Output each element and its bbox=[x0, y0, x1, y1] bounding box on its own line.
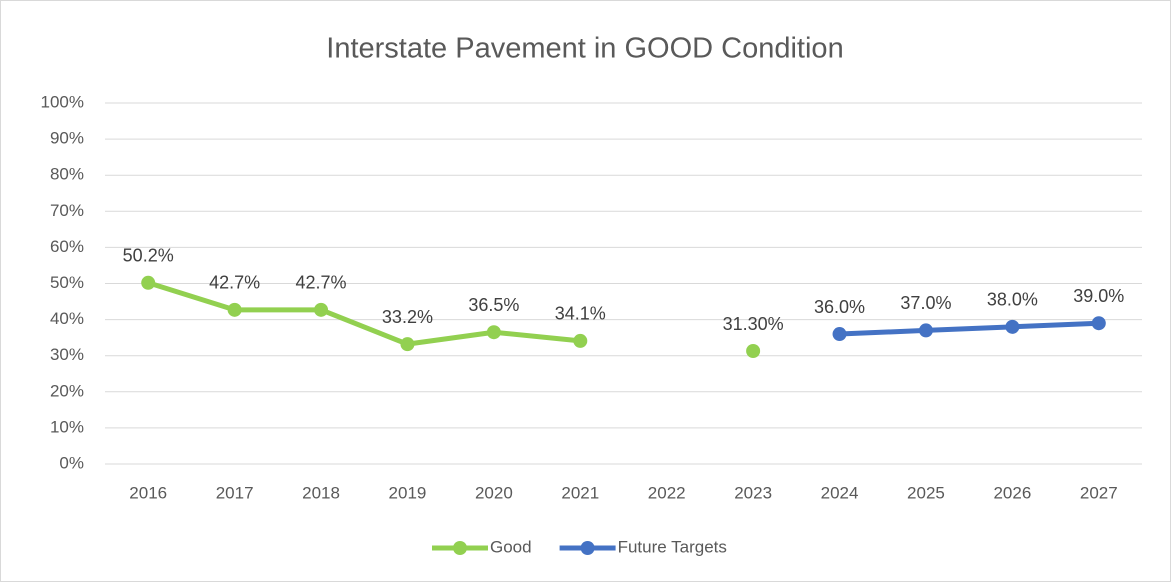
x-tick-label: 2016 bbox=[129, 483, 167, 502]
data-point bbox=[227, 302, 242, 317]
y-tick-label: 20% bbox=[50, 381, 84, 400]
y-tick-label: 40% bbox=[50, 309, 84, 328]
data-label: 42.7% bbox=[209, 273, 260, 293]
data-label: 42.7% bbox=[296, 273, 347, 293]
y-tick-label: 30% bbox=[50, 345, 84, 364]
legend-marker bbox=[580, 541, 595, 555]
x-tick-label: 2026 bbox=[993, 483, 1031, 502]
y-tick-label: 90% bbox=[50, 129, 84, 148]
x-tick-label: 2023 bbox=[734, 483, 772, 502]
y-tick-label: 10% bbox=[50, 417, 84, 436]
legend-label: Good bbox=[490, 537, 532, 556]
data-label: 37.0% bbox=[900, 293, 951, 313]
data-label: 36.5% bbox=[468, 295, 519, 315]
data-point bbox=[1091, 316, 1106, 331]
data-point bbox=[141, 275, 156, 290]
x-tick-label: 2021 bbox=[561, 483, 599, 502]
x-tick-label: 2027 bbox=[1080, 483, 1118, 502]
data-label: 33.2% bbox=[382, 307, 433, 327]
x-tick-label: 2017 bbox=[216, 483, 254, 502]
x-tick-label: 2025 bbox=[907, 483, 945, 502]
data-point bbox=[918, 323, 933, 338]
x-tick-label: 2019 bbox=[389, 483, 427, 502]
data-point bbox=[573, 333, 588, 348]
data-point bbox=[746, 344, 761, 359]
data-label: 39.0% bbox=[1073, 286, 1124, 306]
data-label: 34.1% bbox=[555, 304, 606, 324]
x-tick-label: 2022 bbox=[648, 483, 686, 502]
y-tick-label: 100% bbox=[41, 92, 84, 111]
y-tick-label: 60% bbox=[50, 237, 84, 256]
legend-marker bbox=[453, 541, 467, 555]
data-label: 38.0% bbox=[987, 290, 1038, 310]
x-tick-label: 2024 bbox=[821, 483, 859, 502]
series-line bbox=[837, 320, 1102, 337]
data-label: 31.30% bbox=[723, 314, 784, 334]
data-label: 36.0% bbox=[814, 297, 865, 317]
data-point bbox=[314, 302, 329, 317]
data-point bbox=[1005, 319, 1020, 334]
data-point bbox=[832, 327, 847, 342]
x-tick-label: 2018 bbox=[302, 483, 340, 502]
y-tick-label: 80% bbox=[50, 165, 84, 184]
y-tick-label: 70% bbox=[50, 201, 84, 220]
data-label: 50.2% bbox=[123, 246, 174, 266]
chart-title: Interstate Pavement in GOOD Condition bbox=[326, 33, 843, 65]
x-tick-label: 2020 bbox=[475, 483, 513, 502]
y-tick-label: 0% bbox=[59, 453, 84, 472]
y-tick-label: 50% bbox=[50, 273, 84, 292]
data-point bbox=[400, 337, 415, 352]
data-point bbox=[486, 325, 501, 340]
legend-label: Future Targets bbox=[618, 537, 727, 556]
